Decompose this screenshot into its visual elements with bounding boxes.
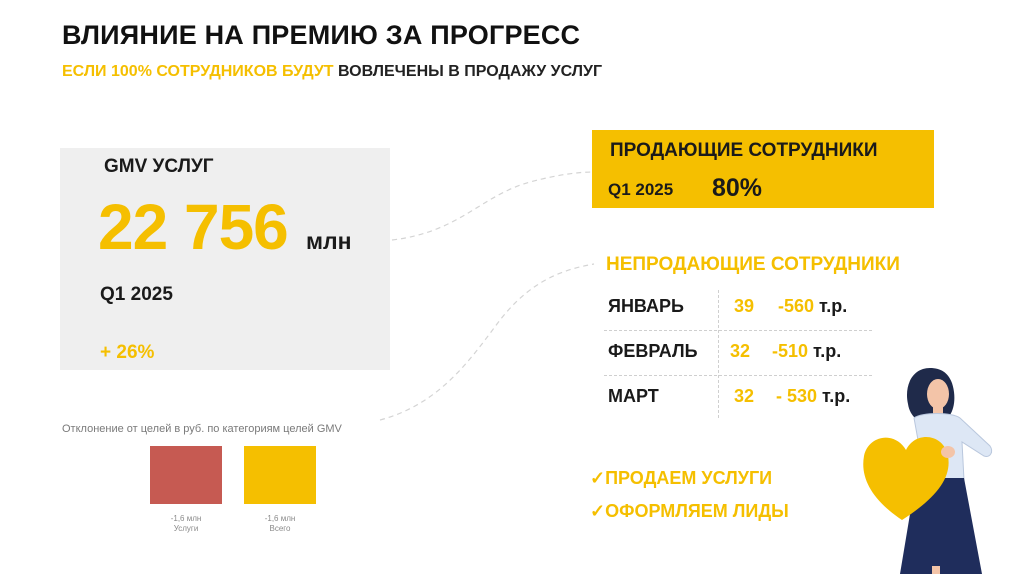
- bar-2: [244, 446, 316, 504]
- category-label: Всего: [270, 524, 292, 533]
- bar-value-label: -1,6 млн: [171, 514, 202, 523]
- checklist-item: ✓ПРОДАЕМ УСЛУГИ: [590, 468, 772, 489]
- bar-1: [150, 446, 222, 504]
- amount-unit: т.р.: [814, 296, 848, 316]
- woman-heart-illustration: [863, 368, 993, 574]
- amount-unit: т.р.: [817, 386, 851, 406]
- row-month: ФЕВРАЛЬ: [608, 341, 698, 361]
- gmv-card: [60, 148, 390, 370]
- amount-value: - 530: [776, 386, 818, 406]
- gmv-period: Q1 2025: [100, 284, 173, 305]
- gmv-value: 22 756: [98, 191, 289, 263]
- page-subtitle: ЕСЛИ 100% СОТРУДНИКОВ БУДУТ ВОВЛЕЧЕНЫ В …: [62, 63, 602, 81]
- heart-icon: [863, 437, 949, 520]
- check-icon: ✓: [590, 468, 606, 488]
- amount-value: -560: [778, 296, 815, 316]
- gmv-unit: млн: [306, 228, 352, 254]
- gmv-growth: + 26%: [100, 342, 155, 363]
- subtitle-lead: ЕСЛИ: [62, 63, 111, 80]
- table-row: ЯНВАРЬ 39 -560 т.р.: [604, 286, 872, 331]
- row-month: ЯНВАРЬ: [608, 296, 684, 316]
- checklist-text: ОФОРМЛЯЕМ ЛИДЫ: [605, 501, 789, 521]
- table-row: МАРТ 32 - 530 т.р.: [604, 376, 872, 420]
- row-month: МАРТ: [608, 386, 659, 406]
- chart-title: Отклонение от целей в руб. по категориям…: [62, 423, 342, 435]
- non-selling-table: ЯНВАРЬ 39 -560 т.р. ФЕВРАЛЬ 32 -510 т.р.…: [604, 286, 872, 420]
- row-count: 39: [734, 296, 755, 316]
- category-label: Услуги: [174, 524, 199, 533]
- non-selling-title: НЕПРОДАЮЩИЕ СОТРУДНИКИ: [606, 254, 900, 275]
- page-title: ВЛИЯНИЕ НА ПРЕМИЮ ЗА ПРОГРЕСС: [62, 20, 581, 50]
- table-divider: [718, 290, 719, 418]
- amount-value: -510: [772, 341, 809, 361]
- selling-period: Q1 2025: [608, 180, 674, 199]
- selling-title: ПРОДАЮЩИЕ СОТРУДНИКИ: [610, 140, 878, 161]
- table-row: ФЕВРАЛЬ 32 -510 т.р.: [604, 331, 872, 376]
- bar-value-label: -1,6 млн: [265, 514, 296, 523]
- row-count: 32: [730, 341, 751, 361]
- checklist-item: ✓ОФОРМЛЯЕМ ЛИДЫ: [590, 501, 789, 522]
- amount-unit: т.р.: [808, 341, 842, 361]
- subtitle-highlight: 100% СОТРУДНИКОВ БУДУТ: [111, 63, 334, 80]
- checklist-text: ПРОДАЕМ УСЛУГИ: [605, 468, 773, 488]
- subtitle-rest: ВОВЛЕЧЕНЫ В ПРОДАЖУ УСЛУГ: [333, 63, 603, 80]
- row-amount: -560 т.р.: [778, 296, 847, 317]
- gmv-label: GMV УСЛУГ: [104, 156, 214, 178]
- selling-value: 80%: [712, 174, 763, 202]
- gmv-label-bold: GMV: [104, 156, 148, 177]
- selling-banner: [592, 130, 934, 208]
- check-icon: ✓: [590, 501, 606, 521]
- row-amount: - 530 т.р.: [776, 386, 850, 407]
- gmv-label-rest: УСЛУГ: [147, 156, 214, 177]
- row-count: 32: [734, 386, 755, 406]
- row-amount: -510 т.р.: [772, 341, 841, 362]
